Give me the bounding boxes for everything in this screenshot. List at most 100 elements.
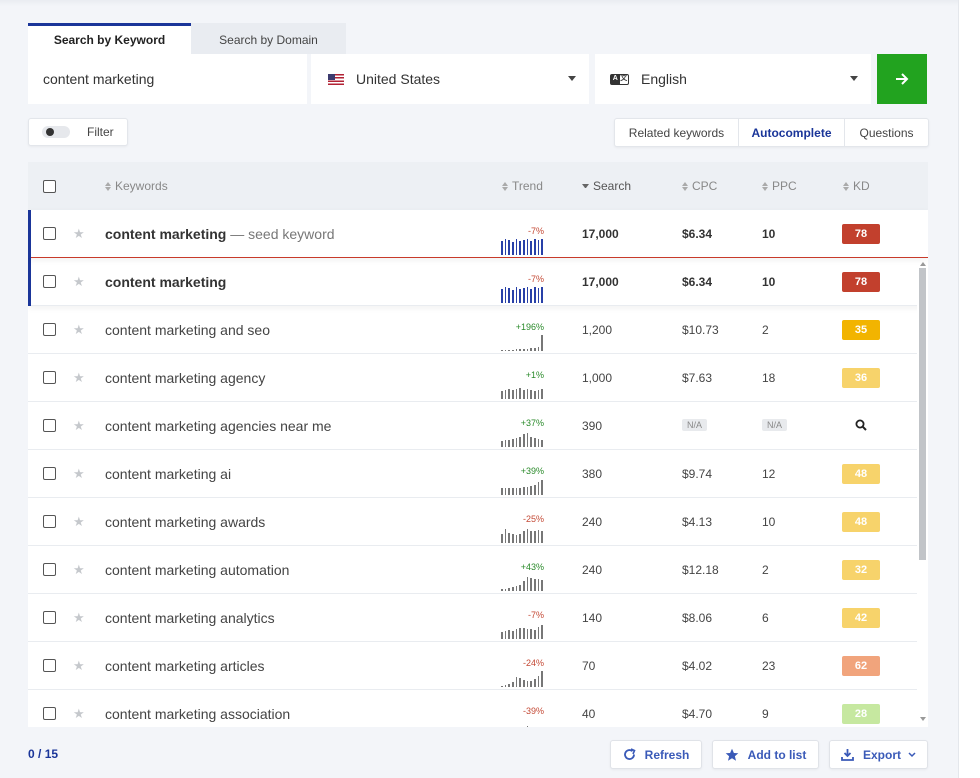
keyword-link[interactable]: content marketing ai	[105, 466, 231, 482]
col-cpc[interactable]: CPC	[682, 179, 717, 193]
row-checkbox[interactable]	[43, 563, 56, 576]
tab-search-by-keyword[interactable]: Search by Keyword	[28, 23, 191, 54]
seed-keyword-text[interactable]: content marketing — seed keyword	[105, 226, 335, 242]
row-checkbox[interactable]	[43, 419, 56, 432]
star-icon[interactable]: ★	[73, 418, 85, 433]
cpc-value: $7.63	[682, 371, 713, 385]
row-checkbox[interactable]	[43, 659, 56, 672]
mode-questions[interactable]: Questions	[859, 125, 914, 140]
keyword-link[interactable]: content marketing agencies near me	[105, 418, 331, 434]
cpc-value: $9.74	[682, 467, 713, 481]
star-icon[interactable]: ★	[73, 274, 85, 289]
row-checkbox[interactable]	[43, 707, 56, 720]
ppc-value: 2	[762, 323, 769, 337]
keyword-link[interactable]: content marketing association	[105, 706, 290, 722]
keyword-link[interactable]: content marketing analytics	[105, 610, 275, 626]
chevron-down-icon	[850, 76, 858, 81]
row-checkbox[interactable]	[43, 371, 56, 384]
cpc-value: $12.18	[682, 563, 719, 577]
col-keywords[interactable]: Keywords	[105, 179, 168, 193]
kd-badge: 48	[842, 464, 880, 484]
star-icon[interactable]: ★	[73, 562, 85, 577]
star-icon[interactable]: ★	[73, 514, 85, 529]
col-kd[interactable]: KD	[843, 179, 870, 193]
add-to-list-button[interactable]: Add to list	[712, 740, 819, 769]
table-row[interactable]: ★ content marketing automation +43% 240 …	[28, 546, 928, 594]
star-icon[interactable]: ★	[73, 466, 85, 481]
trend-percent: -25%	[522, 514, 544, 524]
trend-percent: -7%	[527, 274, 544, 284]
row-checkbox[interactable]	[43, 323, 56, 336]
star-icon[interactable]: ★	[73, 370, 85, 385]
trend-sparkline	[501, 573, 544, 591]
keyword-link[interactable]: content marketing articles	[105, 658, 265, 674]
star-icon[interactable]: ★	[73, 658, 85, 673]
keyword-text: content marketing agency	[105, 370, 266, 386]
kd-search-icon[interactable]	[855, 419, 867, 434]
kd-badge: 35	[842, 320, 880, 340]
ppc-value: N/A	[762, 419, 788, 431]
keyword-text: content marketing and seo	[105, 322, 270, 338]
filter-toggle[interactable]: Filter	[28, 118, 128, 146]
seed-keyword-row[interactable]: ★ content marketing — seed keyword -7% 1…	[28, 210, 928, 258]
row-checkbox[interactable]	[43, 611, 56, 624]
table-row[interactable]: ★ content marketing articles -24% 70 $4.…	[28, 642, 928, 690]
star-icon[interactable]: ★	[73, 226, 85, 241]
mode-autocomplete[interactable]: Autocomplete	[739, 119, 845, 146]
keyword-link[interactable]: content marketing agency	[105, 370, 265, 386]
table-row[interactable]: ★ content marketing awards -25% 240 $4.1…	[28, 498, 928, 546]
selected-count: 0	[28, 747, 35, 761]
table-row[interactable]: ★ content marketing association -39% 40 …	[28, 690, 928, 727]
keyword-input[interactable]	[28, 54, 307, 104]
mode-related-keywords[interactable]: Related keywords	[615, 119, 739, 146]
row-checkbox[interactable]	[43, 227, 56, 240]
keyword-source-switcher: Related keywords Autocomplete Questions	[614, 118, 929, 147]
star-icon[interactable]: ★	[73, 322, 85, 337]
star-icon[interactable]: ★	[73, 610, 85, 625]
tab-search-by-domain[interactable]: Search by Domain	[191, 23, 346, 54]
sort-icon	[502, 181, 509, 191]
top-shadow	[0, 0, 958, 6]
star-icon[interactable]: ★	[73, 706, 85, 721]
star-icon	[725, 748, 738, 761]
keyword-link[interactable]: content marketing and seo	[105, 322, 270, 338]
export-button[interactable]: Export	[829, 740, 928, 769]
keyword-link[interactable]: content marketing awards	[105, 514, 265, 530]
scroll-down-arrow-icon[interactable]	[920, 717, 926, 721]
country-label: United States	[356, 71, 441, 87]
ppc-value: 10	[762, 275, 776, 289]
keyword-link[interactable]: content marketing	[105, 274, 226, 290]
row-checkbox[interactable]	[43, 515, 56, 528]
table-row[interactable]: ★ content marketing agency +1% 1,000 $7.…	[28, 354, 928, 402]
keyword-link[interactable]: content marketing automation	[105, 562, 289, 578]
col-ppc[interactable]: PPC	[762, 179, 797, 193]
country-select[interactable]: United States	[311, 54, 589, 104]
row-checkbox[interactable]	[43, 275, 56, 288]
cpc-value: $6.34	[682, 227, 713, 241]
keyword-text: content marketing articles	[105, 658, 265, 674]
col-search[interactable]: Search	[582, 179, 631, 193]
table-row[interactable]: ★ content marketing ai +39% 380 $9.74 12…	[28, 450, 928, 498]
trend-percent: +196%	[515, 322, 544, 332]
trend-sparkline	[501, 333, 544, 351]
row-checkbox[interactable]	[43, 467, 56, 480]
keyword-text: content marketing agencies near me	[105, 418, 332, 434]
search-volume: 240	[582, 515, 603, 529]
ppc-value: 10	[762, 227, 776, 241]
scroll-up-arrow-icon[interactable]	[920, 262, 926, 266]
search-go-button[interactable]	[877, 54, 927, 104]
ppc-value: 12	[762, 467, 776, 481]
search-volume: 70	[582, 659, 596, 673]
filter-label: Filter	[87, 125, 114, 139]
refresh-button[interactable]: Refresh	[610, 740, 702, 769]
table-row[interactable]: ★ content marketing -7% 17,000 $6.34 10 …	[28, 258, 928, 306]
scrollbar-thumb[interactable]	[919, 268, 926, 560]
cpc-value: $4.70	[682, 707, 713, 721]
table-row[interactable]: ★ content marketing analytics -7% 140 $8…	[28, 594, 928, 642]
table-row[interactable]: ★ content marketing agencies near me +37…	[28, 402, 928, 450]
search-volume: 1,200	[582, 323, 613, 337]
table-row[interactable]: ★ content marketing and seo +196% 1,200 …	[28, 306, 928, 354]
select-all-checkbox[interactable]	[43, 180, 56, 193]
col-trend[interactable]: Trend	[502, 179, 543, 193]
